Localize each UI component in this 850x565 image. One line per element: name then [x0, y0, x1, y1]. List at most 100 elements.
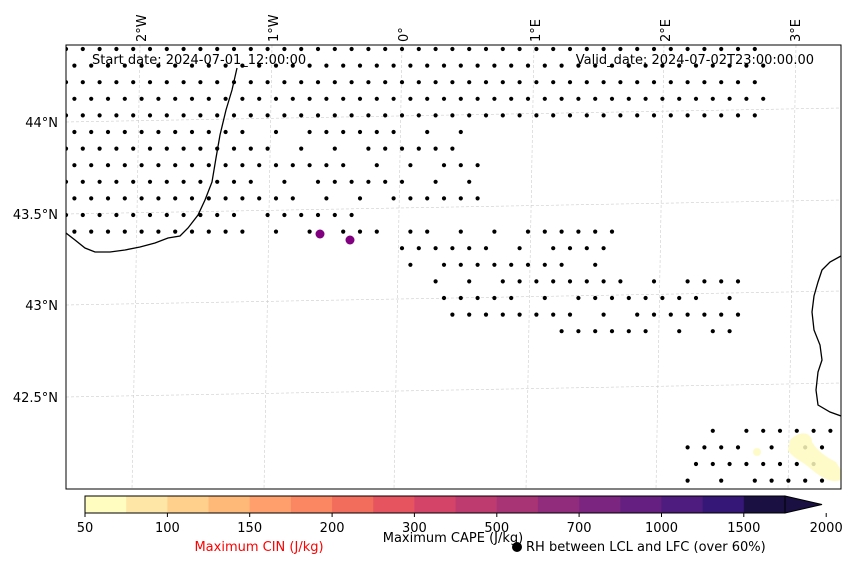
rh-dot [248, 80, 253, 85]
rh-dot [517, 246, 522, 251]
rh-dot [601, 312, 606, 317]
rh-dot [517, 113, 522, 118]
rh-dot [458, 262, 463, 267]
rh-dot [710, 96, 715, 101]
rh-dot [122, 196, 127, 201]
rh-dot [433, 246, 438, 251]
rh-dot [593, 329, 598, 334]
colorbar-segment [373, 496, 415, 513]
rh-dot [483, 312, 489, 317]
colorbar-segment [126, 496, 168, 513]
rh-dot [147, 212, 153, 218]
rh-dot [66, 46, 69, 52]
cin-marker [345, 235, 355, 245]
rh-dot [173, 196, 178, 201]
colorbar-segment [496, 496, 539, 513]
colorbar-segment [332, 496, 374, 513]
rh-dot [584, 246, 589, 251]
rh-dot [534, 80, 539, 85]
colorbar-segment [85, 496, 127, 513]
rh-dot [341, 129, 346, 135]
rh-dot [181, 146, 186, 151]
rh-dot [475, 262, 480, 267]
colorbar-tick-label: 100 [155, 521, 180, 536]
rh-dot [593, 229, 598, 234]
rh-dot [240, 163, 245, 168]
rh-dot [626, 295, 631, 301]
rh-dot [391, 196, 396, 201]
rh-dot [618, 46, 623, 52]
rh-dot [475, 196, 480, 201]
rh-dot [458, 63, 463, 68]
colorbar-tick-label: 300 [402, 521, 427, 536]
rh-dot [660, 295, 665, 301]
rh-dot [517, 312, 522, 317]
rh-dot [349, 80, 354, 85]
rh-dot [399, 146, 405, 151]
rh-dot [492, 63, 497, 68]
rh-dot [450, 46, 455, 52]
rh-dot [651, 46, 657, 52]
rh-dot [576, 329, 581, 334]
rh-dot [601, 46, 606, 52]
rh-dot [315, 113, 321, 118]
rh-dot [147, 80, 153, 85]
rh-dot [534, 113, 539, 118]
rh-dot [609, 229, 615, 234]
rh-dot [458, 129, 463, 135]
rh-dot [399, 179, 405, 184]
colorbar-segment [249, 496, 292, 513]
rh-dot [114, 46, 119, 52]
rh-dot [105, 129, 111, 135]
colorbar-tick-label: 150 [237, 521, 262, 536]
rh-dot [66, 179, 69, 184]
rh-dot [509, 262, 514, 267]
rh-dot [618, 113, 623, 118]
valid-date-label: Valid_date: 2024-07-02T23:00:00.00 [576, 53, 814, 68]
rh-dot [248, 113, 253, 118]
rh-dot [122, 229, 127, 234]
rh-dot [332, 46, 337, 52]
rh-dot [122, 129, 127, 135]
rh-dot [651, 312, 657, 317]
rh-dot [156, 96, 161, 101]
rh-dot [240, 63, 245, 68]
rh-dot [492, 96, 497, 101]
rh-dot [567, 279, 573, 284]
rh-dot [282, 212, 287, 218]
rh-dot [383, 179, 388, 184]
rh-dot [408, 229, 413, 234]
rh-dot [189, 163, 195, 168]
rh-dot [181, 80, 186, 85]
colorbar-segment [290, 496, 333, 513]
rh-dot [257, 96, 262, 101]
rh-dot [635, 80, 640, 85]
rh-dot [248, 146, 253, 151]
rh-dot [567, 113, 573, 118]
rh-dot [685, 279, 690, 284]
colorbar-segment [455, 496, 498, 513]
rh-dot [122, 163, 127, 168]
rh-dot [89, 129, 94, 135]
rh-dot [416, 113, 421, 118]
rh-dot [114, 80, 119, 85]
rh-dot [735, 80, 741, 85]
rh-dot [542, 229, 547, 234]
colorbar: 50 100 150 200 300 500 700 1000 1500 2000 [77, 495, 843, 536]
rh-dot [441, 163, 447, 168]
cin-markers [315, 229, 355, 245]
colorbar-segment [661, 496, 704, 513]
graticule-line [263, 45, 273, 489]
rh-dot [198, 80, 203, 85]
rh-dot [475, 163, 480, 168]
rh-dot [164, 80, 169, 85]
rh-dot [366, 80, 371, 85]
rh-dot [332, 80, 337, 85]
cape-patch [753, 448, 761, 456]
rh-dot [609, 329, 615, 334]
rh-dot [223, 196, 228, 201]
rh-dot [483, 46, 489, 52]
rh-dot [500, 312, 505, 317]
rh-dot [559, 63, 564, 68]
